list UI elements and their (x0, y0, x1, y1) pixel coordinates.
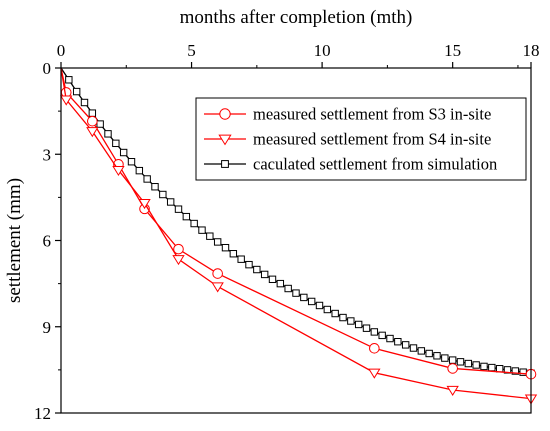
data-point (284, 284, 292, 293)
data-point (172, 255, 185, 266)
legend-marker (218, 134, 232, 146)
data-point (245, 260, 253, 269)
data-point (323, 305, 332, 314)
y-tick-label: 3 (43, 145, 52, 164)
axes: 0 5 10 15 18 0 3 6 9 12 (34, 41, 540, 423)
data-point (174, 205, 183, 213)
data-point (213, 238, 222, 246)
data-point (370, 328, 379, 336)
data-point (354, 320, 363, 329)
data-point (446, 385, 459, 396)
data-point (409, 344, 418, 352)
data-point (488, 363, 496, 372)
x-tick-label: 18 (523, 41, 540, 60)
data-point (119, 148, 128, 157)
data-point (173, 243, 184, 255)
data-point (96, 120, 104, 128)
data-point (166, 198, 175, 206)
data-point (190, 219, 198, 228)
data-point (72, 87, 81, 96)
data-point (276, 279, 285, 288)
data-point (80, 98, 89, 107)
data-point (307, 297, 316, 306)
legend-entry: measured settlement from S3 in-site (253, 105, 491, 124)
data-point (339, 313, 347, 322)
legend: measured settlement from S3 in-site measu… (195, 97, 527, 181)
series-line (60, 67, 532, 400)
data-point (151, 183, 159, 191)
legend-marker (219, 108, 231, 120)
data-point (480, 362, 488, 371)
data-point (347, 317, 355, 325)
series-3 (60, 67, 535, 378)
data-point (138, 199, 151, 210)
data-point (112, 139, 120, 148)
data-point (394, 338, 402, 346)
legend-entry: caculated settlement from simulation (253, 155, 497, 174)
data-point (198, 226, 206, 234)
x-tick-label: 0 (57, 41, 66, 60)
data-point (368, 368, 381, 379)
data-point (472, 361, 480, 369)
y-tick-label: 9 (43, 318, 52, 337)
data-point (456, 358, 465, 366)
data-point (60, 95, 73, 106)
data-point (212, 268, 223, 279)
data-point (206, 232, 214, 240)
data-point (260, 270, 269, 279)
y-axis-title: settlement (mm) (4, 178, 25, 303)
data-point (104, 130, 112, 138)
data-point (369, 343, 380, 354)
y-tick-label: 12 (34, 404, 51, 423)
data-point (127, 158, 136, 166)
data-point (292, 289, 300, 297)
data-point (315, 301, 324, 310)
data-point (88, 109, 97, 117)
data-point (221, 243, 230, 252)
x-axis-title: months after completion (mth) (180, 7, 413, 28)
data-point (441, 354, 449, 362)
data-point (237, 255, 245, 263)
x-tick-label: 5 (187, 41, 196, 60)
data-point (464, 359, 473, 368)
data-point (417, 347, 426, 355)
y-tick-label: 6 (43, 232, 52, 251)
data-point (159, 190, 167, 199)
data-point (253, 265, 261, 274)
data-point (511, 367, 520, 375)
data-point (495, 365, 504, 373)
data-point (112, 165, 125, 177)
data-point (268, 275, 277, 284)
legend-marker (221, 160, 229, 168)
chart-marks (60, 67, 538, 405)
data-point (433, 352, 441, 360)
x-tick-label: 10 (314, 41, 331, 60)
data-point (362, 324, 371, 332)
series-line (60, 67, 532, 375)
data-point (135, 166, 144, 175)
data-point (229, 250, 238, 258)
x-tick-label: 15 (444, 41, 461, 60)
data-point (86, 127, 99, 138)
data-point (401, 341, 410, 349)
data-point (425, 349, 433, 358)
data-point (211, 282, 224, 293)
data-point (182, 212, 191, 221)
data-point (300, 293, 308, 302)
data-point (65, 76, 73, 84)
legend-entry: measured settlement from S4 in-site (253, 130, 491, 149)
data-point (448, 356, 457, 364)
data-point (143, 175, 151, 183)
data-point (378, 331, 386, 340)
data-point (87, 115, 98, 127)
data-point (386, 334, 394, 343)
legend-frame (195, 97, 527, 181)
data-point (447, 363, 458, 374)
y-tick-label: 0 (43, 59, 52, 78)
series-2 (60, 67, 538, 405)
data-point (331, 309, 339, 318)
